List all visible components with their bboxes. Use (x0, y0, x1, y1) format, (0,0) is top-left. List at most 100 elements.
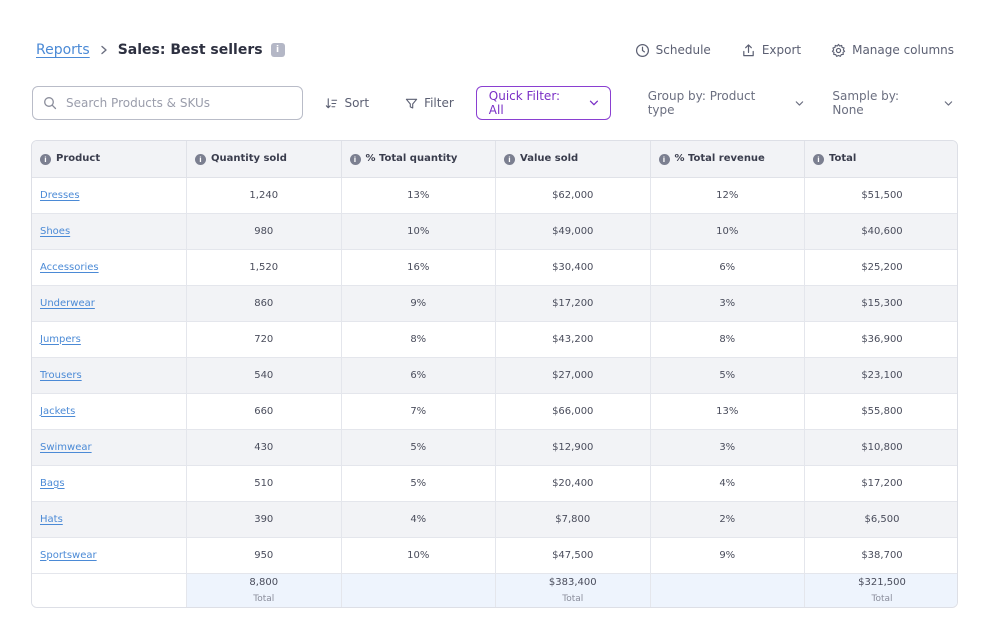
column-header-value-sold[interactable]: i Value sold (495, 141, 651, 178)
total-quantity-pct-cell: 4% (341, 501, 496, 538)
table-row: Accessories 1,520 16% $30,400 6% $25,200 (32, 249, 957, 286)
sample-by-dropdown[interactable]: Sample by: None (832, 89, 954, 117)
quantity-sold-cell: 950 (186, 537, 342, 574)
total-quantity-pct-cell: 7% (341, 393, 496, 430)
table-body: Dresses 1,240 13% $62,000 12% $51,500 Sh… (32, 177, 957, 574)
column-header-label: Quantity sold (211, 152, 287, 164)
value-sold-cell: $30,400 (495, 249, 651, 286)
schedule-button[interactable]: Schedule (635, 43, 711, 58)
product-link[interactable]: Bags (40, 477, 65, 489)
product-link[interactable]: Underwear (40, 297, 95, 309)
total-revenue-pct-cell: 10% (650, 213, 805, 250)
product-link[interactable]: Swimwear (40, 441, 92, 453)
total-revenue-pct-cell: 12% (650, 177, 805, 214)
total-revenue-pct-cell: 9% (650, 537, 805, 574)
search-box[interactable] (32, 86, 304, 120)
table-row: Bags 510 5% $20,400 4% $17,200 (32, 465, 957, 502)
gear-icon (831, 43, 846, 57)
product-cell: Bags (32, 465, 187, 502)
value-sold-cell: $43,200 (495, 321, 651, 358)
breadcrumb-reports-link[interactable]: Reports (36, 42, 90, 58)
table-row: Underwear 860 9% $17,200 3% $15,300 (32, 285, 957, 322)
group-by-dropdown[interactable]: Group by: Product type (648, 89, 806, 117)
totals-row: 8,800 Total $383,400 Total $321,500 Tota… (32, 572, 957, 607)
total-quantity-pct-cell: 6% (341, 357, 496, 394)
column-header-label: % Total revenue (674, 152, 765, 164)
column-header-total-quantity-pct[interactable]: i % Total quantity (341, 141, 496, 178)
value-sold-cell: $47,500 (495, 537, 651, 574)
value-sold-total-cell: $383,400 Total (495, 573, 651, 607)
value-sold-cell: $7,800 (495, 501, 651, 538)
value-sold-cell: $17,200 (495, 285, 651, 322)
export-button[interactable]: Export (741, 43, 801, 58)
filter-button[interactable]: Filter (405, 96, 454, 110)
total-cell: $36,900 (804, 321, 957, 358)
total-quantity-pct-cell: 9% (341, 285, 496, 322)
quantity-sold-cell: 1,520 (186, 249, 342, 286)
table-row: Trousers 540 6% $27,000 5% $23,100 (32, 357, 957, 394)
product-link[interactable]: Sportswear (40, 549, 97, 561)
total-revenue-pct-cell: 13% (650, 393, 805, 430)
info-icon: i (40, 154, 51, 165)
table-row: Swimwear 430 5% $12,900 3% $10,800 (32, 429, 957, 466)
total-quantity-pct-cell: 10% (341, 213, 496, 250)
total-revenue-pct-cell: 6% (650, 249, 805, 286)
filter-label: Filter (424, 96, 454, 110)
total-revenue-pct-cell: 3% (650, 285, 805, 322)
group-by-label: Group by: Product type (647, 89, 756, 117)
column-header-total[interactable]: i Total (804, 141, 957, 178)
column-header-total-revenue-pct[interactable]: i % Total revenue (650, 141, 805, 178)
total-revenue-pct-cell: 4% (650, 465, 805, 502)
quick-filter-dropdown[interactable]: Quick Filter: All (475, 86, 611, 120)
value-sold-cell: $66,000 (495, 393, 651, 430)
info-icon: i (658, 154, 670, 165)
total-quantity-pct-cell: 8% (341, 321, 496, 358)
page-title: Sales: Best sellers (117, 42, 263, 58)
product-link[interactable]: Accessories (40, 261, 99, 273)
column-header-quantity-sold[interactable]: i Quantity sold (186, 141, 342, 178)
schedule-label: Schedule (655, 43, 711, 57)
info-icon[interactable]: i (270, 43, 285, 57)
product-link[interactable]: Jackets (40, 405, 76, 417)
total-quantity-pct-cell: 10% (341, 537, 496, 574)
manage-columns-button[interactable]: Manage columns (831, 43, 954, 58)
table-row: Shoes 980 10% $49,000 10% $40,600 (32, 213, 957, 250)
search-input[interactable] (66, 96, 286, 110)
product-cell: Shoes (32, 213, 187, 250)
quantity-sold-cell: 1,240 (186, 177, 342, 214)
total-cell: $10,800 (804, 429, 957, 466)
filter-icon (405, 98, 418, 109)
total-revenue-pct-cell: 8% (650, 321, 805, 358)
table-header-row: i Product i Quantity sold i % Total quantit… (32, 141, 957, 178)
product-cell: Hats (32, 501, 187, 538)
column-header-label: % Total quantity (365, 152, 458, 164)
product-cell: Sportswear (32, 537, 187, 574)
sort-icon (326, 97, 338, 108)
table-row: Hats 390 4% $7,800 2% $6,500 (32, 501, 957, 538)
total-cell: $38,700 (804, 537, 957, 574)
product-link[interactable]: Hats (40, 513, 63, 525)
sample-by-label: Sample by: None (832, 89, 900, 117)
total-label: Total (253, 594, 275, 605)
total-quantity-pct-cell: 5% (341, 429, 496, 466)
export-icon (743, 43, 754, 56)
header-actions: Schedule Export Manage columns (635, 43, 954, 58)
search-icon (44, 97, 57, 110)
clock-icon (635, 43, 649, 57)
product-link[interactable]: Jumpers (40, 333, 81, 345)
product-link[interactable]: Shoes (40, 225, 71, 237)
value-sold-cell: $27,000 (495, 357, 651, 394)
manage-columns-label: Manage columns (852, 43, 954, 57)
info-icon: i (813, 154, 824, 165)
product-link[interactable]: Trousers (40, 369, 82, 381)
total-cell: $23,100 (804, 357, 957, 394)
table-row: Sportswear 950 10% $47,500 9% $38,700 (32, 537, 957, 574)
quantity-sold-total-value: 8,800 (249, 577, 279, 589)
product-link[interactable]: Dresses (40, 189, 80, 201)
table-row: Jumpers 720 8% $43,200 8% $36,900 (32, 321, 957, 358)
product-cell: Trousers (32, 357, 187, 394)
column-header-product[interactable]: i Product (32, 141, 187, 178)
product-cell: Jackets (32, 393, 187, 430)
total-cell: $40,600 (804, 213, 957, 250)
sort-button[interactable]: Sort (325, 96, 369, 110)
